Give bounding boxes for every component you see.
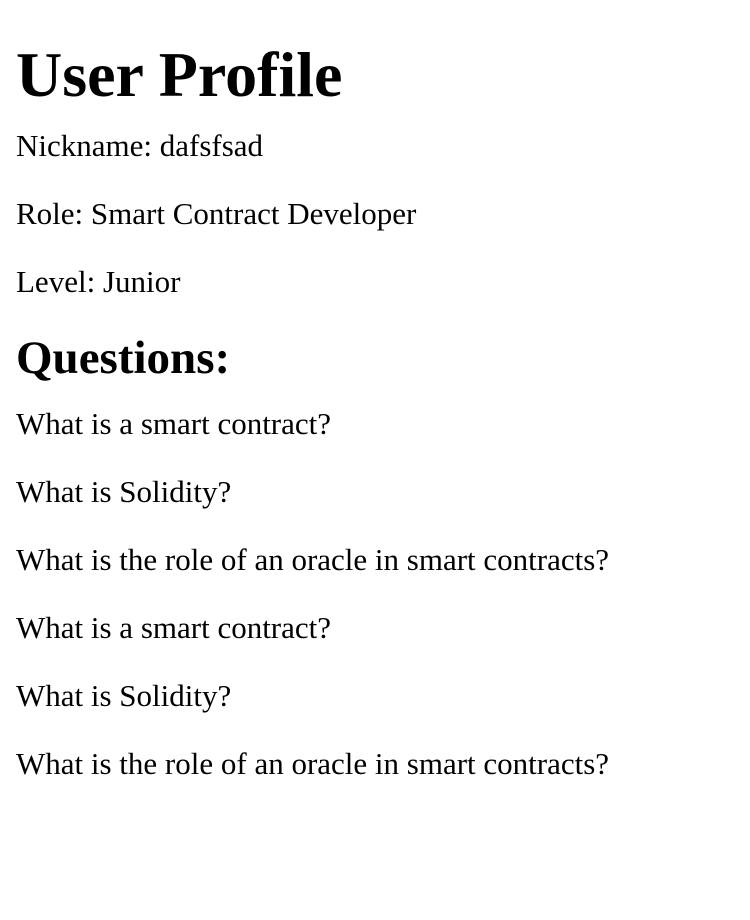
- page-title: User Profile: [16, 39, 343, 110]
- question-item: What is Solidity?: [16, 474, 232, 509]
- question-item: What is Solidity?: [16, 678, 232, 713]
- questions-heading: Questions:: [16, 332, 231, 384]
- question-item: What is a smart contract?: [16, 406, 332, 441]
- profile-info: Nickname: dafsfsad Role: Smart Contract …: [16, 128, 734, 300]
- question-item: What is the role of an oracle in smart c…: [16, 542, 610, 577]
- nickname-row: Nickname: dafsfsad: [16, 128, 734, 164]
- question-item: What is a smart contract?: [16, 610, 332, 645]
- page-container: User Profile Nickname: dafsfsad Role: Sm…: [16, 39, 734, 782]
- role-row: Role: Smart Contract Developer: [16, 196, 734, 232]
- role-value: Smart Contract Developer: [90, 196, 417, 231]
- nickname-value: dafsfsad: [159, 128, 264, 163]
- questions-list: What is a smart contract? What is Solidi…: [16, 406, 734, 782]
- level-value: Junior: [102, 264, 181, 299]
- level-label: Level:: [16, 264, 96, 299]
- nickname-label: Nickname:: [16, 128, 153, 163]
- question-item: What is the role of an oracle in smart c…: [16, 746, 610, 781]
- level-row: Level: Junior: [16, 264, 734, 300]
- role-label: Role:: [16, 196, 84, 231]
